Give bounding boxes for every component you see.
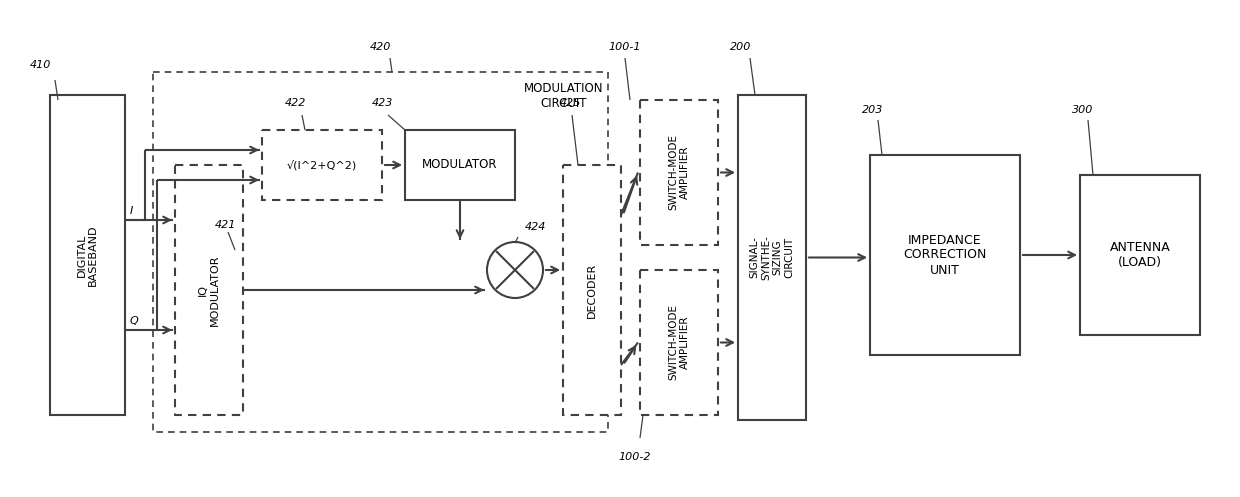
Bar <box>738 95 806 420</box>
Text: DIGITAL
BASEBAND: DIGITAL BASEBAND <box>77 224 98 286</box>
Text: 203: 203 <box>862 105 883 115</box>
Text: 421: 421 <box>215 220 237 230</box>
Bar <box>1080 175 1200 335</box>
Bar <box>870 155 1021 355</box>
Text: √(I^2+Q^2): √(I^2+Q^2) <box>286 160 357 170</box>
Bar <box>153 72 608 432</box>
Text: 425: 425 <box>560 98 582 108</box>
Text: SWITCH-MODE
AMPLIFIER: SWITCH-MODE AMPLIFIER <box>668 135 689 211</box>
Text: 100-1: 100-1 <box>608 42 641 52</box>
Text: MODULATION
CIRCUIT: MODULATION CIRCUIT <box>523 82 603 110</box>
Text: MODULATOR: MODULATOR <box>423 159 497 171</box>
Text: SWITCH-MODE
AMPLIFIER: SWITCH-MODE AMPLIFIER <box>668 305 689 381</box>
Bar <box>262 130 382 200</box>
Text: ANTENNA
(LOAD): ANTENNA (LOAD) <box>1110 241 1171 269</box>
Text: Q: Q <box>130 316 139 326</box>
Text: 424: 424 <box>525 222 547 232</box>
Bar <box>405 130 515 200</box>
Bar <box>50 95 125 415</box>
Bar <box>175 165 243 415</box>
Bar <box>640 100 718 245</box>
Text: 423: 423 <box>372 98 393 108</box>
Text: 300: 300 <box>1073 105 1094 115</box>
Text: IMPEDANCE
CORRECTION
UNIT: IMPEDANCE CORRECTION UNIT <box>903 234 987 276</box>
Text: 100-2: 100-2 <box>618 452 651 462</box>
Text: I: I <box>130 206 133 216</box>
Bar <box>640 270 718 415</box>
Text: IQ
MODULATOR: IQ MODULATOR <box>198 254 219 326</box>
Text: 422: 422 <box>285 98 306 108</box>
Text: 420: 420 <box>370 42 392 52</box>
Text: 410: 410 <box>30 60 51 70</box>
Bar <box>563 165 621 415</box>
Text: SIGNAL-
SYNTHE-
SIZING
CIRCUIT: SIGNAL- SYNTHE- SIZING CIRCUIT <box>750 235 795 280</box>
Text: 200: 200 <box>730 42 751 52</box>
Text: DECODER: DECODER <box>587 262 596 318</box>
